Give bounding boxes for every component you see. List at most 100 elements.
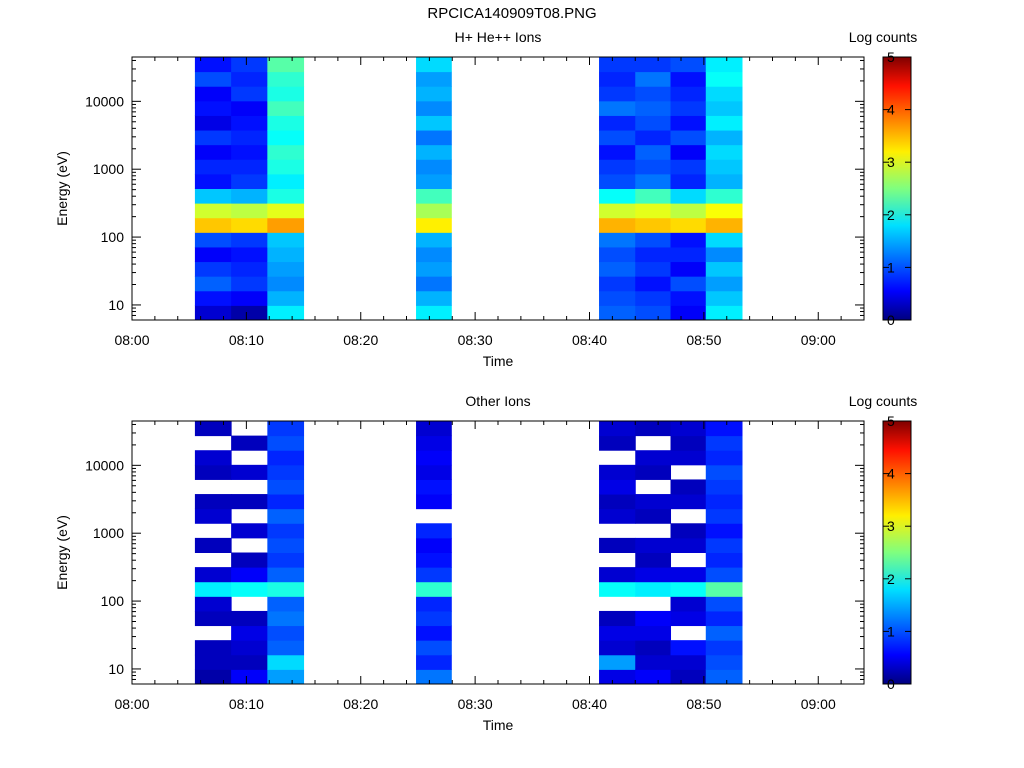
spectrogram-cell bbox=[267, 232, 305, 248]
spectrogram-cell bbox=[705, 290, 743, 306]
spectrogram-cell bbox=[416, 581, 452, 597]
spectrogram-cell bbox=[416, 523, 452, 539]
spectrogram-cell bbox=[231, 581, 268, 597]
y-tick-label: 100 bbox=[101, 229, 125, 245]
spectrogram-cell bbox=[416, 610, 452, 627]
spectrogram-cell bbox=[705, 86, 743, 102]
spectrogram-cell bbox=[416, 464, 452, 480]
spectrogram-cell bbox=[194, 464, 232, 480]
spectrogram-cell bbox=[267, 581, 305, 597]
spectrogram-cell bbox=[194, 261, 232, 277]
spectrogram-cell bbox=[705, 435, 743, 451]
x-tick-label: 08:30 bbox=[458, 696, 493, 712]
spectrogram-cell bbox=[599, 567, 636, 583]
spectrogram-cell bbox=[599, 261, 636, 277]
spectrogram-cell bbox=[670, 450, 707, 466]
spectrogram-cell bbox=[416, 57, 452, 73]
spectrogram-cell bbox=[599, 100, 636, 116]
spectrogram-cell bbox=[670, 261, 707, 277]
spectrogram-cell bbox=[705, 640, 743, 656]
spectrogram-cell bbox=[194, 654, 232, 670]
spectrogram-cell bbox=[194, 305, 232, 321]
spectrogram-cell bbox=[231, 57, 268, 73]
spectrogram-cell bbox=[705, 217, 743, 233]
spectrogram-cell bbox=[705, 508, 743, 524]
panel-title: Other Ions bbox=[465, 393, 530, 409]
x-tick-label: 08:50 bbox=[686, 332, 721, 348]
x-tick-label: 09:00 bbox=[801, 696, 836, 712]
spectrogram-cell bbox=[416, 173, 452, 189]
spectrogram-cell bbox=[231, 232, 268, 248]
colorbar-tick-label: 1 bbox=[887, 259, 895, 275]
spectrogram-cell bbox=[705, 654, 743, 670]
spectrogram-cell bbox=[635, 246, 672, 263]
spectrogram-cell bbox=[705, 464, 743, 480]
spectrogram-cell bbox=[267, 290, 305, 306]
spectrogram-cell bbox=[231, 188, 268, 204]
spectrogram-cell bbox=[231, 159, 268, 175]
x-tick-label: 08:40 bbox=[572, 332, 607, 348]
spectrogram-cell bbox=[267, 86, 305, 102]
spectrogram-cell bbox=[267, 144, 305, 160]
spectrogram-cell bbox=[670, 188, 707, 204]
colorbar-tick-label: 2 bbox=[887, 207, 895, 223]
spectrogram-cell bbox=[267, 450, 305, 466]
x-tick-label: 08:20 bbox=[343, 696, 378, 712]
colorbar-tick-label: 3 bbox=[887, 154, 895, 170]
spectrogram-cell bbox=[267, 523, 305, 539]
spectrogram-cell bbox=[416, 261, 452, 277]
spectrogram-cell bbox=[267, 669, 305, 685]
spectrogram-cell bbox=[194, 669, 232, 685]
spectrogram-cell bbox=[231, 100, 268, 116]
spectrogram-cell bbox=[635, 261, 672, 277]
spectrogram-cell bbox=[267, 57, 305, 73]
x-tick-label: 08:00 bbox=[114, 332, 149, 348]
spectrogram-cell bbox=[231, 567, 268, 583]
colorbar-tick-label: 1 bbox=[887, 623, 895, 639]
spectrogram-cell bbox=[194, 290, 232, 306]
spectrogram-cell bbox=[670, 144, 707, 160]
spectrogram-cell bbox=[416, 654, 452, 670]
spectrogram-cell bbox=[705, 552, 743, 568]
colorbar-tick-label: 3 bbox=[887, 518, 895, 534]
spectrogram-cell bbox=[635, 203, 672, 219]
spectrogram-cell bbox=[231, 435, 268, 451]
spectrogram-cell bbox=[194, 232, 232, 248]
spectrogram-cell bbox=[635, 305, 672, 321]
spectrogram-cell bbox=[599, 173, 636, 189]
spectrogram-cell bbox=[231, 494, 268, 510]
spectrogram-cell bbox=[599, 159, 636, 175]
spectrogram-panel: 08:00 08:10 08:20 08:30 08:40 08:50 09:0010100… bbox=[54, 393, 917, 733]
spectrogram-cell bbox=[416, 421, 452, 437]
spectrogram-cell bbox=[705, 305, 743, 321]
spectrogram-cell bbox=[599, 144, 636, 160]
spectrogram-cell bbox=[670, 203, 707, 219]
spectrogram-cell bbox=[416, 479, 452, 495]
y-tick-label: 10 bbox=[108, 661, 124, 677]
spectrogram-cell bbox=[194, 246, 232, 263]
spectrogram-cell bbox=[670, 435, 707, 451]
spectrogram-cell bbox=[194, 450, 232, 466]
spectrogram-cell bbox=[194, 596, 232, 612]
spectrogram-cell bbox=[416, 537, 452, 553]
spectrogram-cell bbox=[705, 479, 743, 495]
spectrogram-cell bbox=[705, 246, 743, 263]
spectrogram-cell bbox=[267, 552, 305, 568]
spectrogram-cell bbox=[599, 57, 636, 73]
x-axis-label: Time bbox=[483, 717, 514, 733]
spectrogram-cell bbox=[670, 290, 707, 306]
spectrogram-cell bbox=[267, 435, 305, 451]
spectrogram-cell bbox=[267, 596, 305, 612]
spectrogram-cell bbox=[705, 130, 743, 146]
spectrogram-cell bbox=[194, 537, 232, 553]
x-tick-label: 08:10 bbox=[229, 696, 264, 712]
spectrogram-cell bbox=[670, 71, 707, 87]
spectrogram-cell bbox=[635, 217, 672, 233]
spectrogram-cell bbox=[194, 567, 232, 583]
spectrogram-cell bbox=[416, 625, 452, 641]
spectrogram-cell bbox=[194, 130, 232, 146]
spectrogram-cell bbox=[599, 537, 636, 553]
spectrogram-cell bbox=[599, 494, 636, 510]
spectrogram-cell bbox=[416, 159, 452, 175]
